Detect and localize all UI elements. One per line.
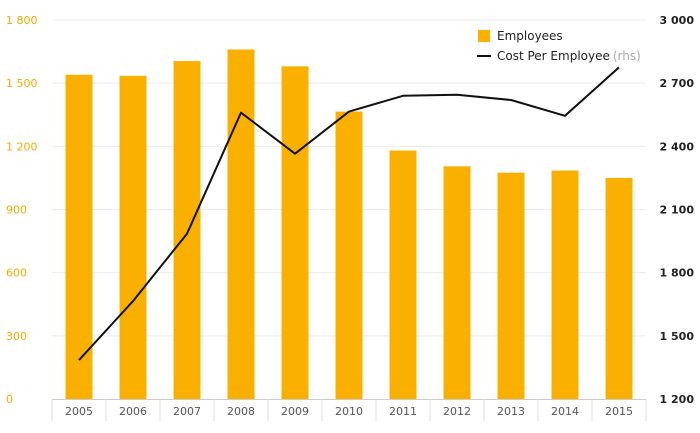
bar-series (65, 49, 633, 400)
y-left-tick-label: 1 800 (6, 14, 38, 27)
x-tick-label: 2007 (173, 405, 201, 418)
y-left-tick-label: 900 (6, 204, 27, 217)
y-right-tick-label: 1 800 (660, 267, 695, 280)
x-tick-label: 2015 (605, 405, 633, 418)
y-right-tick-label: 1 200 (660, 393, 695, 406)
legend-label-cost-per-employee: Cost Per Employee (rhs) (497, 49, 641, 63)
bar-employees-2014 (551, 170, 579, 399)
y-left-tick-label: 600 (6, 267, 27, 280)
legend-swatch-employees (478, 30, 490, 42)
line-series (78, 66, 620, 361)
bar-employees-2013 (497, 172, 525, 399)
legend-label-employees: Employees (497, 29, 563, 43)
x-tick-label: 2008 (227, 405, 255, 418)
bar-employees-2015 (605, 177, 633, 399)
x-tick-label: 2005 (65, 405, 93, 418)
x-tick-label: 2010 (335, 405, 363, 418)
bar-employees-2012 (443, 166, 471, 399)
y-right-tick-label: 2 400 (660, 140, 695, 153)
y-left-tick-label: 0 (6, 393, 13, 406)
bar-employees-2008 (227, 49, 255, 399)
axes: 0 300 600 900 1 200 1 500 1 800 1 200 1 500 1 800… (6, 14, 694, 421)
bar-employees-2006 (119, 75, 147, 399)
bar-employees-2007 (173, 61, 201, 399)
bar-employees-2005 (65, 74, 93, 399)
x-tick-label: 2011 (389, 405, 417, 418)
y-right-tick-label: 2 700 (660, 77, 695, 90)
y-right-tick-label: 2 100 (660, 204, 695, 217)
y-right-tick-label: 1 500 (660, 330, 695, 343)
legend: Employees Cost Per Employee (rhs) (477, 29, 641, 63)
bar-employees-2010 (335, 111, 363, 399)
line-cost-per-employee (78, 66, 620, 361)
x-tick-label: 2013 (497, 405, 525, 418)
x-tick-label: 2014 (551, 405, 579, 418)
x-tick-label: 2006 (119, 405, 147, 418)
bar-employees-2011 (389, 150, 417, 399)
x-tick-label: 2012 (443, 405, 471, 418)
y-right-tick-label: 3 000 (660, 14, 695, 27)
y-left-tick-label: 1 200 (6, 140, 38, 153)
y-left-tick-label: 300 (6, 330, 27, 343)
y-left-tick-label: 1 500 (6, 77, 38, 90)
x-tick-label: 2009 (281, 405, 309, 418)
bar-employees-2009 (281, 66, 309, 400)
